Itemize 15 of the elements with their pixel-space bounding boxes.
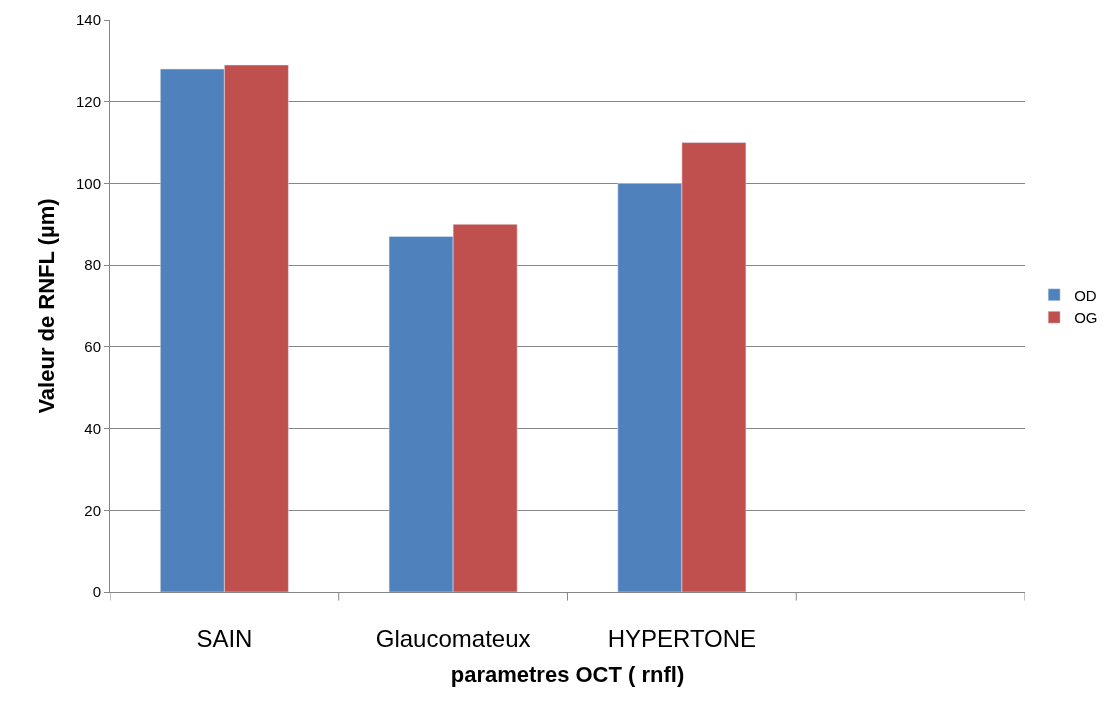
x-tick-label: Glaucomateux	[375, 624, 531, 652]
y-tick-label: 60	[84, 338, 101, 356]
y-tick-label: 140	[75, 11, 101, 29]
y-tick-label: 120	[75, 92, 101, 110]
x-axis-title: parametres OCT ( rnfl)	[450, 661, 685, 687]
y-tick-label: 40	[84, 419, 101, 437]
x-tick-label: HYPERTONE	[607, 624, 757, 652]
legend-label: OG	[1074, 309, 1098, 327]
y-tick-label: 100	[75, 174, 101, 192]
legend-label: OD	[1074, 286, 1097, 304]
y-tick-label: 0	[92, 583, 101, 601]
y-tick-label: 80	[84, 256, 101, 274]
y-axis-title: Valeur de RNFL (µm)	[33, 198, 59, 414]
x-tick-label: SAIN	[196, 624, 253, 652]
y-tick-label: 20	[84, 501, 101, 519]
